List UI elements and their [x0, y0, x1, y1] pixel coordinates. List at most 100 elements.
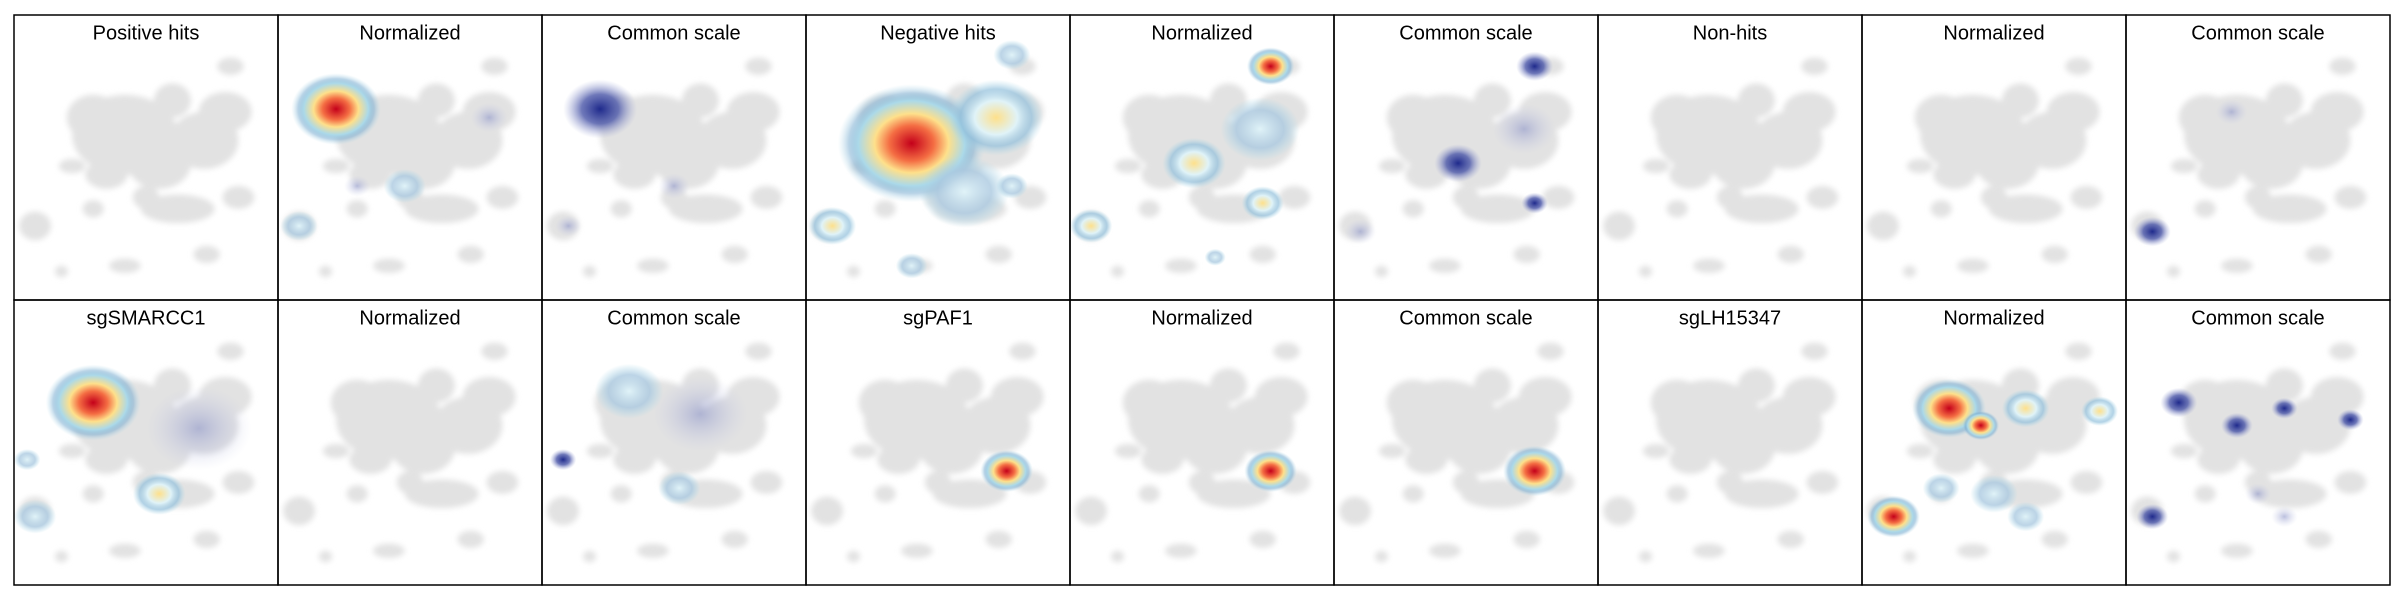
umap-silhouette: [1075, 342, 1311, 563]
umap-silhouette: [1339, 342, 1575, 563]
density-spot: [14, 499, 57, 534]
density-spot: [132, 472, 186, 515]
density-spot: [1867, 495, 1921, 538]
density-spot: [1516, 51, 1554, 82]
cluster: [1724, 194, 1799, 224]
cluster: [1638, 550, 1653, 563]
density-spot: [1521, 192, 1548, 214]
cluster: [2170, 158, 2198, 174]
panel-title: Normalized: [1151, 307, 1252, 329]
density-spot: [555, 215, 582, 237]
cluster: [193, 245, 220, 263]
cluster: [1650, 379, 1704, 426]
panel: Normalized: [277, 299, 543, 586]
density-spot: [993, 40, 1031, 70]
cluster: [846, 265, 861, 278]
panel-title: Common scale: [2191, 307, 2324, 329]
cluster: [2252, 194, 2327, 224]
cluster: [1209, 368, 1247, 403]
cluster: [222, 471, 255, 494]
cluster: [54, 550, 69, 563]
cluster: [1542, 186, 1575, 209]
cluster: [681, 83, 719, 118]
panel-title: Common scale: [607, 22, 740, 44]
cluster: [547, 496, 579, 526]
density-spot: [2337, 409, 2364, 431]
cluster: [58, 443, 86, 459]
cluster: [2041, 245, 2068, 263]
density-spot: [2221, 412, 2253, 439]
cluster: [82, 485, 104, 503]
density-spot: [14, 449, 41, 471]
cluster: [1957, 258, 1989, 273]
umap-silhouette: [1603, 342, 1839, 563]
cluster: [2070, 471, 2103, 494]
cluster: [2070, 186, 2103, 209]
density-spot: [2271, 506, 2298, 528]
cluster: [924, 471, 952, 494]
panel: Normalized: [1861, 299, 2127, 586]
umap-silhouette: [2131, 342, 2367, 563]
cluster: [1249, 530, 1276, 548]
cluster: [1638, 265, 1653, 278]
cluster: [1473, 83, 1511, 118]
density-spot: [658, 173, 690, 199]
cluster: [486, 186, 519, 209]
cluster: [1666, 485, 1688, 503]
cluster: [1933, 445, 1976, 474]
cluster: [222, 186, 255, 209]
panel: Common scale: [541, 14, 807, 301]
density-spot: [594, 363, 664, 419]
cluster: [2252, 479, 2327, 509]
density-spot: [1204, 248, 1226, 266]
panel-title: Non-hits: [1693, 22, 1767, 44]
cluster: [153, 83, 191, 118]
cluster: [858, 379, 912, 426]
cluster: [1603, 211, 1635, 241]
cluster: [373, 543, 405, 558]
cluster: [850, 443, 878, 459]
cluster: [2065, 57, 2092, 75]
cluster: [901, 543, 933, 558]
density-spot: [2271, 397, 2298, 419]
panel-title: Normalized: [1151, 22, 1252, 44]
cluster: [2046, 91, 2100, 132]
panel: Positive hits: [13, 14, 279, 301]
cluster: [1777, 530, 1804, 548]
cluster: [745, 342, 772, 360]
panel: Normalized: [1069, 14, 1335, 301]
panel-title: sgSMARCC1: [87, 307, 206, 329]
cluster: [82, 200, 104, 218]
cluster: [1902, 550, 1917, 563]
density-spot: [652, 375, 748, 453]
cluster: [1378, 158, 1406, 174]
cluster: [1374, 550, 1389, 563]
umap-silhouette: [19, 57, 255, 278]
cluster: [283, 496, 315, 526]
cluster: [1402, 485, 1424, 503]
density-spot: [344, 175, 371, 197]
cluster: [726, 91, 780, 132]
panel: sgLH15347: [1597, 299, 1863, 586]
density-spot: [948, 79, 1044, 156]
cluster: [322, 158, 350, 174]
cluster: [1724, 479, 1799, 509]
panel: Common scale: [1333, 299, 1599, 586]
cluster: [486, 471, 519, 494]
cluster: [1737, 83, 1775, 118]
cluster: [1405, 445, 1448, 474]
density-spot: [996, 173, 1028, 199]
cluster: [877, 445, 920, 474]
cluster: [85, 445, 128, 474]
density-spot: [563, 79, 638, 139]
cluster: [2305, 245, 2332, 263]
cluster: [1110, 265, 1125, 278]
cluster: [481, 57, 508, 75]
density-spot: [980, 449, 1034, 493]
cluster: [1782, 91, 1836, 132]
cluster: [396, 471, 424, 494]
cluster: [1273, 342, 1300, 360]
cluster: [404, 194, 479, 224]
density-spot: [280, 211, 318, 241]
